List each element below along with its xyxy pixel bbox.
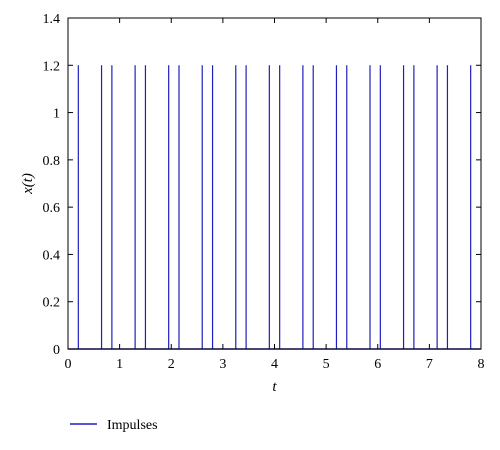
y-tick-label: 0.2 bbox=[43, 296, 61, 311]
chart-marks bbox=[68, 65, 481, 350]
x-tick-label: 6 bbox=[374, 357, 381, 372]
y-tick-label: 0 bbox=[53, 343, 60, 358]
y-tick-label: 1.2 bbox=[43, 59, 61, 74]
legend: Impulses bbox=[70, 418, 158, 433]
x-tick-label: 8 bbox=[478, 357, 485, 372]
x-tick-label: 7 bbox=[426, 357, 433, 372]
x-tick-label: 3 bbox=[219, 357, 226, 372]
axis-ticks: 0 1 2 3 4 5 6 7 8 0 0.2 0.4 0.6 0.8 1 1.2 1.4 bbox=[43, 12, 485, 372]
y-tick-label: 0.8 bbox=[43, 154, 61, 169]
x-tick-label: 2 bbox=[168, 357, 175, 372]
plot-frame bbox=[67, 17, 482, 350]
y-tick-label: 1 bbox=[53, 107, 60, 122]
x-tick-label: 4 bbox=[271, 357, 278, 372]
y-tick-label: 0.6 bbox=[43, 201, 61, 216]
x-tick-label: 0 bbox=[65, 357, 72, 372]
y-axis-label: x(t) bbox=[20, 173, 36, 195]
y-tick-label: 0.4 bbox=[43, 248, 61, 263]
x-axis-label: t bbox=[272, 379, 277, 395]
legend-label-impulses: Impulses bbox=[107, 418, 158, 433]
x-tick-label: 1 bbox=[116, 357, 123, 372]
y-tick-label: 1.4 bbox=[43, 12, 61, 27]
x-tick-label: 5 bbox=[323, 357, 330, 372]
